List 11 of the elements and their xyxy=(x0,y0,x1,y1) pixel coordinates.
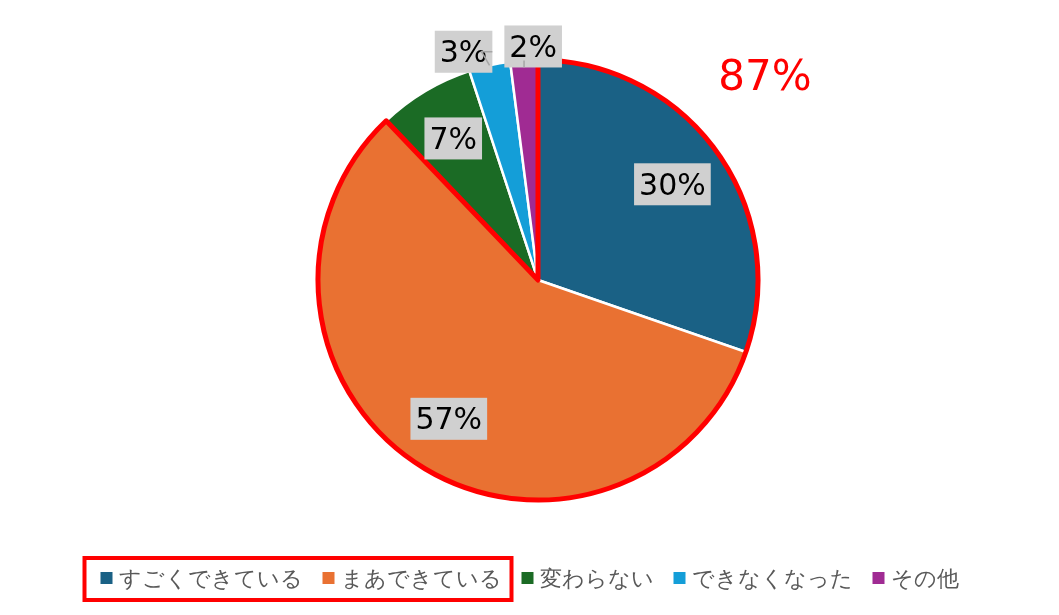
text: 87% xyxy=(718,50,812,100)
data-label: 3% xyxy=(439,34,488,70)
legend-label: その他 xyxy=(890,565,959,591)
legend-label: まあできている xyxy=(340,565,502,591)
legend-label: できなくなった xyxy=(691,565,853,591)
data-label: 7% xyxy=(429,120,478,156)
data-label: 57% xyxy=(415,401,483,437)
legend-label: 変わらない xyxy=(539,565,654,591)
legend-label: すごくできている xyxy=(118,565,303,591)
data-label: 2% xyxy=(509,28,557,64)
data-label: 30% xyxy=(639,166,706,202)
